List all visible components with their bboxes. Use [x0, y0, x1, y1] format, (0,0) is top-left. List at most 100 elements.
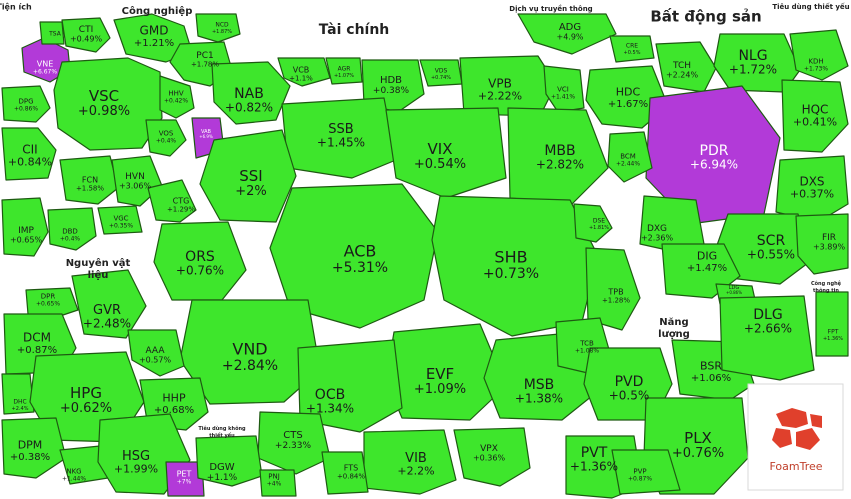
stock-cell-hdc[interactable]	[585, 65, 669, 129]
stock-change-hhp: +0.68%	[154, 405, 194, 416]
stock-cell-ctg[interactable]	[147, 179, 197, 223]
stock-label-dxg: DXG	[647, 224, 667, 234]
stock-change-kdh: +1.73%	[804, 65, 828, 72]
sector-label-7: Năng lượng	[658, 317, 690, 340]
stock-change-cii: +0.84%	[8, 155, 52, 168]
stock-change-pvt: +1.36%	[570, 460, 618, 474]
stock-cell-cre[interactable]	[609, 35, 655, 63]
stock-cell-fir[interactable]	[795, 213, 849, 275]
stock-cell-tpb[interactable]	[585, 247, 641, 331]
stock-label-dgw: DGW	[209, 462, 234, 473]
stock-label-pvd: PVD	[615, 374, 644, 390]
stock-change-plx: +0.76%	[672, 446, 724, 461]
stock-cell-cii[interactable]	[1, 127, 57, 181]
stock-cell-acb[interactable]	[269, 183, 439, 329]
stock-label-agr: AGR	[338, 65, 351, 72]
stock-label-evf: EVF	[426, 365, 454, 383]
sector-label-5: Tiêu dùng thiết yếu	[772, 2, 849, 11]
stock-label-cti: CTI	[79, 25, 93, 35]
stock-change-vpx: +0.36%	[473, 453, 506, 462]
stock-cell-dse[interactable]	[573, 203, 613, 243]
stock-label-scr: SCR	[757, 233, 786, 249]
stock-cell-ssi[interactable]	[199, 129, 297, 223]
stock-cell-vix[interactable]	[385, 107, 507, 199]
stock-change-vib: +2.2%	[397, 465, 434, 478]
stock-cell-kdh[interactable]	[789, 29, 849, 81]
stock-cell-vpb[interactable]	[459, 55, 557, 117]
stock-change-hdc: +1.67%	[608, 99, 648, 110]
stock-change-ncd: +1.87%	[212, 29, 232, 35]
stock-cell-tsa[interactable]	[39, 21, 65, 45]
stock-change-vix: +0.54%	[414, 157, 466, 172]
stock-label-bsr: BSR	[700, 359, 722, 372]
stock-change-ssb: +1.45%	[317, 135, 365, 149]
stock-label-vpx: VPX	[480, 444, 498, 454]
stock-change-fts: +0.84%	[337, 472, 365, 480]
stock-label-bcm: BCM	[620, 152, 636, 160]
stock-cell-pet[interactable]	[165, 461, 205, 497]
stock-change-dcm: +0.87%	[17, 345, 57, 356]
stock-change-pvd: +0.5%	[609, 389, 650, 403]
stock-label-dlg: DLG	[753, 307, 782, 323]
stock-cell-vcb[interactable]	[277, 57, 331, 87]
stock-label-ctg: CTG	[173, 196, 190, 205]
stock-cell-adg[interactable]	[517, 13, 617, 55]
stock-cell-dxs[interactable]	[775, 155, 849, 223]
stock-change-cre: +0.5%	[624, 50, 641, 56]
stock-cell-gvr[interactable]	[71, 269, 147, 339]
stock-label-cts: CTS	[283, 430, 302, 441]
stock-label-vib: VIB	[405, 451, 427, 466]
stock-change-nlg: +1.72%	[729, 63, 777, 77]
stock-change-dgw: +1.1%	[207, 473, 238, 483]
stock-change-vgc: +0.35%	[109, 222, 133, 229]
stock-cell-vgc[interactable]	[97, 205, 143, 235]
stock-cell-pvp[interactable]	[611, 449, 681, 495]
stock-change-bsr: +1.06%	[691, 373, 731, 384]
stock-cell-tch[interactable]	[655, 41, 717, 93]
stock-cell-pnj[interactable]	[259, 469, 297, 497]
stock-cell-dhc[interactable]	[1, 373, 35, 415]
stock-label-tcb: TCB	[579, 339, 594, 347]
stock-change-pc1: +1.78%	[191, 61, 219, 69]
stock-cell-dlg[interactable]	[719, 295, 815, 381]
stock-change-vos: +0.4%	[156, 137, 177, 144]
stock-cell-dpg[interactable]	[1, 85, 51, 123]
stock-cell-fts[interactable]	[321, 451, 369, 495]
stock-change-fpt: +1.36%	[823, 336, 843, 342]
stock-change-gvr: +2.48%	[83, 316, 131, 330]
stock-label-acb: ACB	[344, 242, 377, 261]
stock-change-nab: +0.82%	[225, 101, 273, 115]
stock-cell-dpm[interactable]	[1, 417, 67, 479]
stock-cell-agr[interactable]	[325, 57, 363, 85]
stock-cell-dbd[interactable]	[47, 207, 97, 251]
stock-cell-dgw[interactable]	[195, 435, 263, 487]
stock-cell-mbb[interactable]	[507, 107, 609, 205]
stock-cell-dpr[interactable]	[25, 287, 79, 319]
stock-change-vpb: +2.22%	[478, 89, 522, 102]
stock-cell-hqc[interactable]	[781, 79, 849, 153]
stock-change-dbd: +0.4%	[60, 235, 81, 242]
stock-label-vab: VAB	[201, 129, 212, 135]
stock-label-fcn: FCN	[82, 175, 98, 184]
stock-cell-vsc[interactable]	[53, 57, 163, 151]
stock-cell-aaa[interactable]	[127, 329, 185, 377]
stock-change-tch: +2.24%	[666, 70, 699, 79]
stock-cell-vos[interactable]	[145, 119, 187, 157]
stock-label-vnd: VND	[232, 340, 267, 359]
stock-change-vab: +6.9%	[199, 134, 213, 139]
stock-cell-fpt[interactable]	[815, 291, 849, 357]
stock-cell-ocb[interactable]	[297, 339, 403, 433]
stock-label-aaa: AAA	[146, 346, 166, 356]
stock-label-dig: DIG	[697, 249, 717, 262]
stock-cell-nab[interactable]	[211, 61, 291, 125]
stock-cell-hhv[interactable]	[159, 75, 195, 119]
stock-cell-imp[interactable]	[1, 197, 49, 257]
stock-cell-cti[interactable]	[61, 17, 111, 53]
stock-cell-ncd[interactable]	[195, 13, 241, 43]
stock-cell-vpx[interactable]	[453, 427, 531, 487]
stock-change-dpg: +0.86%	[14, 105, 38, 112]
stock-cell-fcn[interactable]	[59, 155, 119, 205]
stock-label-tch: TCH	[672, 61, 691, 71]
stock-cell-bcm[interactable]	[607, 131, 653, 183]
